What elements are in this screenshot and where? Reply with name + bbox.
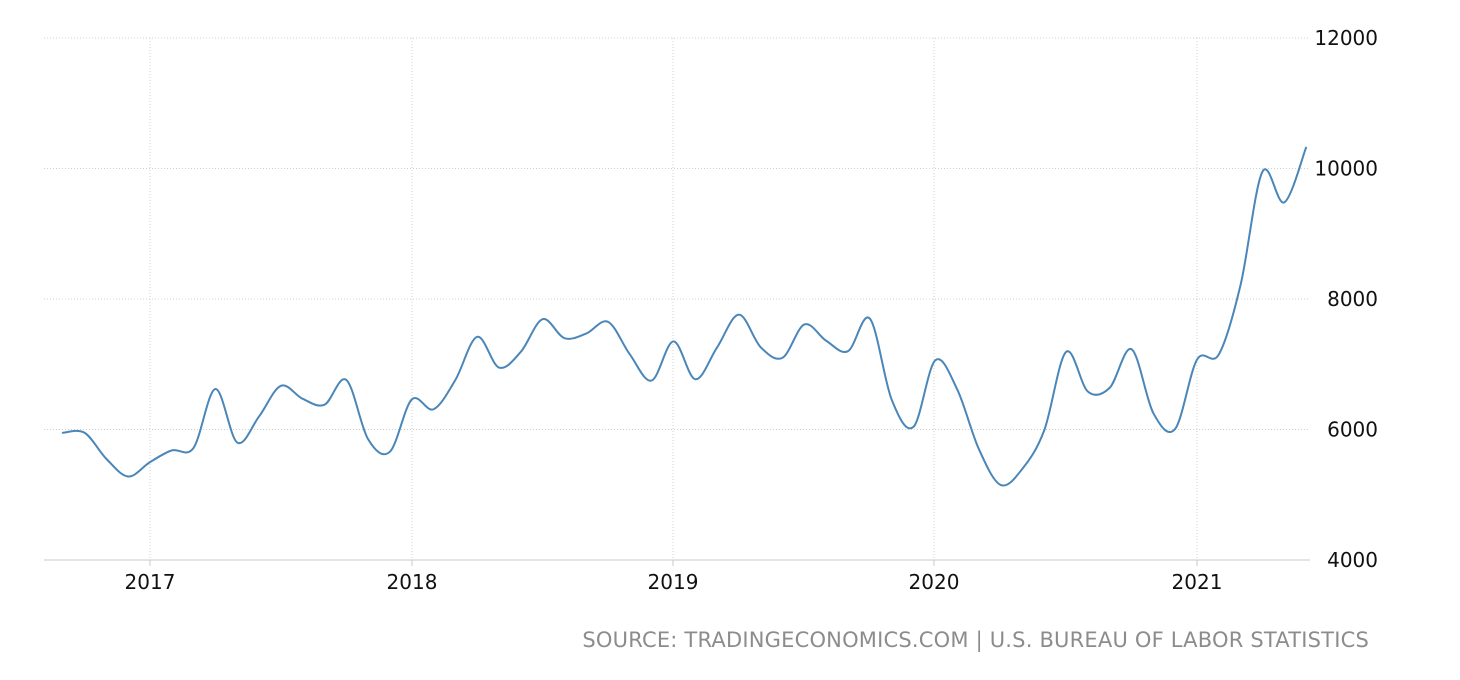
data-point (234, 440, 240, 446)
data-point (998, 482, 1004, 488)
data-point (431, 406, 437, 412)
data-point (954, 386, 960, 392)
data-point (300, 396, 306, 402)
data-point (387, 449, 393, 455)
data-point (910, 424, 916, 430)
data-point (343, 377, 349, 383)
data-point (540, 316, 546, 322)
data-point (1020, 466, 1026, 472)
x-tick-label: 2017 (125, 570, 176, 594)
data-point (583, 331, 589, 337)
data-point (780, 355, 786, 361)
data-point (823, 338, 829, 344)
y-tick-label: 6000 (1327, 418, 1378, 442)
data-point (191, 445, 197, 451)
data-point (758, 344, 764, 350)
x-tick-label: 2018 (387, 570, 438, 594)
data-point (1107, 385, 1113, 391)
y-tick-label: 4000 (1327, 548, 1378, 572)
data-point (561, 335, 567, 341)
data-point (671, 338, 677, 344)
data-point (1238, 282, 1244, 288)
x-tick-label: 2020 (909, 570, 960, 594)
data-point (889, 396, 895, 402)
data-point (1041, 427, 1047, 433)
data-point (169, 447, 175, 453)
data-point (60, 430, 66, 436)
data-point (932, 357, 938, 363)
data-point (867, 316, 873, 322)
data-point (736, 312, 742, 318)
data-point (1085, 389, 1091, 395)
data-point (212, 386, 218, 392)
data-point (103, 456, 109, 462)
data-point (256, 413, 262, 419)
data-point (649, 378, 655, 384)
source-credit: SOURCE: TRADINGECONOMICS.COM | U.S. BURE… (582, 628, 1369, 652)
data-point (1129, 346, 1135, 352)
data-point (692, 376, 698, 382)
data-point (801, 321, 807, 327)
data-point (496, 365, 502, 371)
data-point (1150, 410, 1156, 416)
data-point (1172, 426, 1178, 432)
data-point (845, 348, 851, 354)
series-line (61, 146, 1308, 487)
y-axis-labels: 4000 6000 8000 10000 12000 (1314, 26, 1378, 572)
y-tick-label: 8000 (1327, 287, 1378, 311)
data-point (1281, 199, 1287, 205)
data-point (322, 402, 328, 408)
series-layer (60, 145, 1309, 488)
data-point (125, 473, 131, 479)
data-point (278, 383, 284, 389)
data-point (1216, 351, 1222, 357)
y-tick-label: 10000 (1314, 157, 1378, 181)
data-point (605, 319, 611, 325)
data-point (1259, 169, 1265, 175)
data-point (1303, 145, 1309, 151)
y-tick-label: 12000 (1314, 26, 1378, 50)
data-point (82, 430, 88, 436)
data-point (409, 396, 415, 402)
grid-lines (44, 37, 1310, 566)
x-tick-label: 2019 (648, 570, 699, 594)
data-point (627, 351, 633, 357)
data-point (976, 446, 982, 452)
x-tick-label: 2021 (1172, 570, 1223, 594)
data-point (147, 459, 153, 465)
data-point (452, 377, 458, 383)
data-point (518, 349, 524, 355)
data-point (365, 436, 371, 442)
data-point (1063, 349, 1069, 355)
data-point (1194, 357, 1200, 363)
x-axis-labels: 2017 2018 2019 2020 2021 (125, 570, 1223, 594)
data-point (474, 334, 480, 340)
data-point (714, 344, 720, 350)
